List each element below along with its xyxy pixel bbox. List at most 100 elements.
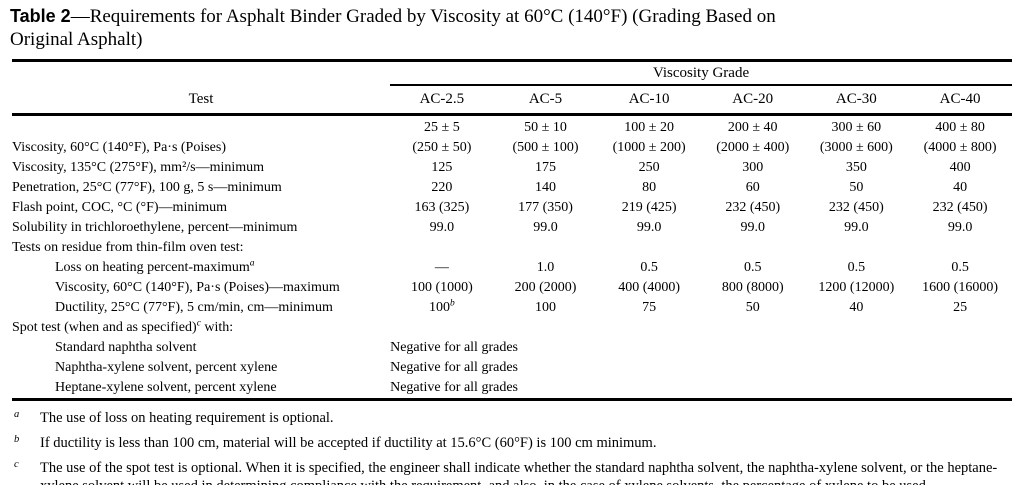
- value-line1: 200 ± 40: [727, 120, 778, 135]
- row-label: Heptane-xylene solvent, percent xylene: [55, 380, 277, 395]
- value-cell: 220: [431, 180, 453, 195]
- col-header-ac10: AC-10: [597, 85, 701, 116]
- section-label-suffix: with:: [200, 320, 234, 335]
- value-cell: 125: [431, 160, 453, 175]
- value-cell: 0.5: [847, 260, 866, 275]
- col-header-ac30: AC-30: [804, 85, 909, 116]
- footnotes: a The use of loss on heating requirement…: [14, 409, 1010, 485]
- footnote-text: If ductility is less than 100 cm, materi…: [40, 435, 657, 451]
- row-label: Penetration, 25°C (77°F), 100 g, 5 s—min…: [12, 180, 282, 195]
- table-row-naphtha-xylene: Naphtha-xylene solvent, percent xylene N…: [12, 358, 1012, 378]
- footnote-marker-b: b: [14, 434, 20, 445]
- value-line1: 25 ± 5: [424, 120, 460, 135]
- table-row-standard-naphtha: Standard naphtha solvent Negative for al…: [12, 338, 1012, 358]
- value-cell: 25: [953, 300, 968, 315]
- footnote-marker-c: c: [14, 459, 19, 470]
- value-cell: 800 (8000): [721, 280, 784, 295]
- value-cell: 232 (450): [725, 200, 781, 215]
- value-cell: 232 (450): [828, 200, 884, 215]
- value-cell: 163 (325): [414, 200, 470, 215]
- value-cell: 50: [849, 180, 864, 195]
- footnote-marker-a: a: [14, 409, 20, 420]
- col-header-ac25: AC-2.5: [390, 85, 494, 116]
- row-label: Loss on heating percent-maximuma: [12, 258, 390, 278]
- table-row-viscosity-max: Viscosity, 60°C (140°F), Pa·s (Poises)—m…: [12, 278, 1012, 298]
- table-title: Table 2—Requirements for Asphalt Binder …: [10, 5, 1016, 51]
- value-cell: 1.0: [536, 260, 555, 275]
- footnote-b: b If ductility is less than 100 cm, mate…: [14, 434, 1010, 452]
- table-row-heptane-xylene: Heptane-xylene solvent, percent xylene N…: [12, 378, 1012, 400]
- value-cell: 0.5: [743, 260, 762, 275]
- value-cell: 40: [953, 180, 968, 195]
- row-label: Viscosity, 135°C (275°F), mm²/s—minimum: [12, 160, 265, 175]
- value-cell: 177 (350): [518, 200, 573, 215]
- footnote-a: a The use of loss on heating requirement…: [14, 409, 1010, 427]
- value-cell: 1600 (16000): [922, 280, 998, 295]
- value-cell: 50: [745, 300, 760, 315]
- section-label-text: Spot test (when and as specified): [12, 320, 197, 335]
- col-header-ac20: AC-20: [700, 85, 805, 116]
- value-line2: (2000 ± 400): [716, 140, 790, 155]
- value-cell: 100 ± 20 (1000 ± 200): [597, 115, 701, 159]
- table-title-line1: Table 2—Requirements for Asphalt Binder …: [10, 5, 1016, 28]
- table-row-viscosity-135: Viscosity, 135°C (275°F), mm²/s—minimum …: [12, 158, 1012, 178]
- section-label: Spot test (when and as specified)c with:: [12, 318, 1012, 338]
- table-row-ductility: Ductility, 25°C (77°F), 5 cm/min, cm—min…: [12, 298, 1012, 318]
- value-cell: 300 ± 60 (3000 ± 600): [805, 115, 909, 159]
- value-cell-span: Negative for all grades: [390, 360, 518, 375]
- group-header-spacer: [12, 61, 390, 86]
- row-label: Naphtha-xylene solvent, percent xylene: [55, 360, 278, 375]
- footnote-text: The use of the spot test is optional. Wh…: [40, 460, 998, 485]
- value-cell: 0.5: [951, 260, 969, 275]
- value-cell: 99.0: [740, 220, 765, 235]
- value-cell: 1200 (12000): [818, 280, 895, 295]
- value-cell: 200 ± 40 (2000 ± 400): [701, 115, 805, 159]
- section-label: Tests on residue from thin-film oven tes…: [12, 240, 244, 255]
- value-line2: (4000 ± 800): [923, 140, 997, 155]
- value-cell: 175: [535, 160, 556, 175]
- value-cell: 232 (450): [932, 200, 988, 215]
- spec-table: Viscosity Grade Test AC-2.5 AC-5 AC-10 A…: [12, 59, 1012, 401]
- row-label: Viscosity, 60°C (140°F), Pa·s (Poises): [12, 140, 227, 155]
- row-label: Ductility, 25°C (77°F), 5 cm/min, cm—min…: [55, 300, 333, 315]
- table-row-loss-on-heating: Loss on heating percent-maximuma — 1.0 0…: [12, 258, 1012, 278]
- value-text: 100: [429, 300, 451, 315]
- value-cell: 100 (1000): [410, 280, 473, 295]
- footnote-ref-b: b: [450, 298, 455, 309]
- value-cell: 250: [638, 160, 660, 175]
- value-cell: 200 (2000): [514, 280, 577, 295]
- value-cell: 25 ± 5 (250 ± 50): [390, 115, 494, 159]
- value-line1: 300 ± 60: [831, 120, 882, 135]
- viscosity-grade-group-header: Viscosity Grade: [390, 60, 1012, 86]
- table-section-thin-film-oven: Tests on residue from thin-film oven tes…: [12, 238, 1012, 258]
- value-line1: 400 ± 80: [935, 120, 985, 135]
- row-label: Flash point, COC, °C (°F)—minimum: [12, 200, 227, 215]
- footnote-c: c The use of the spot test is optional. …: [14, 459, 1010, 485]
- table-row-solubility: Solubility in trichloroethylene, percent…: [12, 218, 1012, 238]
- value-cell: 99.0: [947, 220, 973, 235]
- value-cell: 0.5: [640, 260, 658, 275]
- table-row-viscosity-60: Viscosity, 60°C (140°F), Pa·s (Poises) 2…: [12, 115, 1012, 159]
- footnote-ref-c: c: [196, 318, 201, 329]
- value-line1: 100 ± 20: [624, 120, 674, 135]
- value-cell: 100b: [390, 298, 494, 318]
- value-cell: 99.0: [533, 220, 558, 235]
- table-row-penetration: Penetration, 25°C (77°F), 100 g, 5 s—min…: [12, 178, 1012, 198]
- value-cell: 300: [742, 160, 764, 175]
- value-line2: (1000 ± 200): [612, 140, 686, 155]
- value-line1: 50 ± 10: [524, 120, 567, 135]
- value-cell: 350: [845, 160, 867, 175]
- value-cell-span: Negative for all grades: [390, 380, 518, 395]
- value-cell: 140: [535, 180, 556, 195]
- value-line2: (3000 ± 600): [819, 140, 893, 155]
- value-cell: 219 (425): [621, 200, 677, 215]
- value-cell-span: Negative for all grades: [390, 340, 518, 355]
- value-cell: 99.0: [429, 220, 455, 235]
- value-cell: 75: [642, 300, 657, 315]
- column-header-row: Test AC-2.5 AC-5 AC-10 AC-20 AC-30 AC-40: [12, 85, 1012, 116]
- value-cell: —: [434, 260, 449, 275]
- row-label: Standard naphtha solvent: [55, 340, 197, 355]
- value-cell: 50 ± 10 (500 ± 100): [494, 115, 598, 159]
- table-row-flash-point: Flash point, COC, °C (°F)—minimum 163 (3…: [12, 198, 1012, 218]
